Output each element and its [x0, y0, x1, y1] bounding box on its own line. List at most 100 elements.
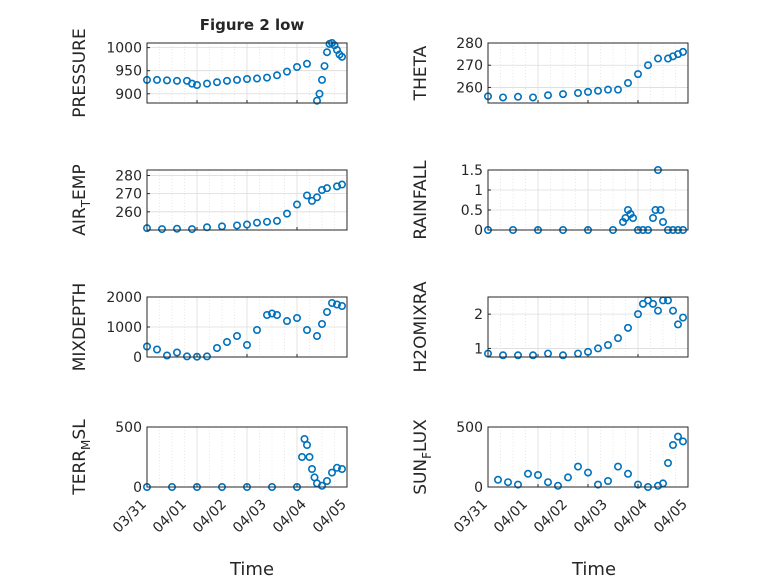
panel-5-data-point	[253, 325, 262, 334]
panel-7-data-point	[337, 464, 346, 473]
panel-1-data-point	[223, 76, 232, 85]
panel-6-data-point	[653, 306, 662, 315]
panel-1-data-point	[322, 48, 331, 57]
panel-5-data-point	[203, 352, 212, 361]
panel-7-data-point	[322, 476, 331, 485]
panel-7-data-point	[307, 464, 316, 473]
panel-5-data-point	[213, 343, 222, 352]
panel-6-data-point	[528, 351, 537, 360]
panel-1-data-point	[193, 81, 202, 90]
panel-8-data-point	[593, 480, 602, 489]
panel-7-data-point	[332, 463, 341, 472]
x-axis-label-left: Time	[229, 559, 274, 580]
panel-5-data-point	[282, 316, 291, 325]
panel-5-data-point	[262, 310, 271, 319]
panel-2-data-point	[623, 79, 632, 88]
panel-6-data-point	[583, 347, 592, 356]
panel-3-data-point	[188, 225, 197, 234]
panel-2-data-point	[613, 85, 622, 94]
panel-1-data-point	[302, 59, 311, 68]
panel-4-data-point	[648, 214, 657, 223]
panel-4-data-point	[656, 206, 665, 215]
panel-8-data-point	[673, 432, 682, 441]
panel-4-y-axis-label: RAINFALL	[411, 160, 431, 240]
panel-3-data-point	[262, 217, 271, 226]
panel-7-data-point	[305, 452, 314, 461]
panel-3-y-tick-label: 280	[115, 168, 142, 184]
panel-6-data-point	[668, 306, 677, 315]
panel-5-data-point	[292, 313, 301, 322]
panel-1-data-point	[243, 75, 252, 84]
panel-1-data-point	[272, 71, 281, 80]
panel-2-y-axis-label: THETA	[411, 45, 431, 101]
panel-6-y-axis-label: H2OMIXRA	[411, 281, 431, 372]
panel-2-data-point	[603, 85, 612, 94]
panel-1-y-tick-label: 1000	[106, 41, 142, 57]
panel-1-data-point	[173, 76, 182, 85]
panel-5-data-point	[183, 352, 192, 361]
panel-6-data-point	[498, 351, 507, 360]
panel-7-data-point	[297, 452, 306, 461]
panel-2-y-tick-label: 270	[456, 58, 483, 74]
panel-4-y-tick-label: 1.5	[461, 163, 483, 179]
panel-8-data-point	[553, 481, 562, 490]
panel-1-data-point	[203, 79, 212, 88]
panel-5-data-point	[327, 298, 336, 307]
panel-2-data-point	[513, 92, 522, 101]
panel-1-y-tick-label: 900	[115, 87, 142, 103]
panel-6-data-point	[603, 340, 612, 349]
panel-8-data-point	[503, 478, 512, 487]
panel-3-data-point	[173, 224, 182, 233]
panel-8-data-point	[543, 478, 552, 487]
panel-3-data-point	[337, 180, 346, 189]
panel-7-y-axis-label: TERRMSL	[70, 419, 93, 496]
panel-6-data-point	[513, 351, 522, 360]
panel-1-data-point	[153, 75, 162, 84]
panel-5-data-point	[272, 310, 281, 319]
panel-3-y-tick-label: 260	[115, 205, 142, 221]
panel-2-data-point	[498, 93, 507, 102]
panel-1-axes-box	[146, 42, 348, 104]
panel-8-data-point	[533, 470, 542, 479]
panel-1-data-point	[292, 62, 301, 71]
panel-7-data-point	[302, 440, 311, 449]
panel-8-data-point	[678, 437, 687, 446]
panel-8-y-tick-label: 500	[456, 420, 483, 436]
panel-3-data-point	[322, 184, 331, 193]
panel-5-data-point	[322, 307, 331, 316]
panel-5-axes-box	[146, 296, 348, 358]
panel-8-data-point	[663, 458, 672, 467]
panel-8-y-tick-label: 0	[474, 480, 483, 496]
panel-5-data-point	[337, 301, 346, 310]
panel-6-data-point	[648, 299, 657, 308]
panel-1-data-point	[315, 89, 324, 98]
panel-8-data-point	[513, 480, 522, 489]
panel-2-data-point	[583, 87, 592, 96]
panel-6-data-point	[593, 344, 602, 353]
panel-3-axes-box	[146, 169, 348, 231]
panel-3-y-axis-label: AIRTEMP	[70, 164, 93, 235]
panel-1-data-point	[312, 96, 321, 105]
panel-8-data-point	[613, 462, 622, 471]
panel-4-axes-box	[487, 169, 689, 231]
panel-2-data-point	[543, 91, 552, 100]
panel-5-data-point	[163, 351, 172, 360]
panel-4-y-tick-label: 0.5	[461, 203, 483, 219]
panel-4-data-point	[651, 206, 660, 215]
panel-8-data-point	[493, 475, 502, 484]
panel-5-data-point	[233, 331, 242, 340]
panel-8-data-point	[603, 476, 612, 485]
panel-5-y-tick-label: 2000	[106, 290, 142, 306]
panel-5-data-point	[243, 340, 252, 349]
panel-2-data-point	[678, 47, 687, 56]
panel-3-data-point	[272, 216, 281, 225]
panel-3-data-point	[307, 196, 316, 205]
panel-6-data-point	[623, 323, 632, 332]
panel-8-data-point	[668, 440, 677, 449]
panel-7-axes-box	[146, 426, 348, 488]
panel-5-data-point	[332, 300, 341, 309]
panel-7-y-tick-label: 0	[133, 480, 142, 496]
panel-2-y-tick-label: 280	[456, 36, 483, 52]
